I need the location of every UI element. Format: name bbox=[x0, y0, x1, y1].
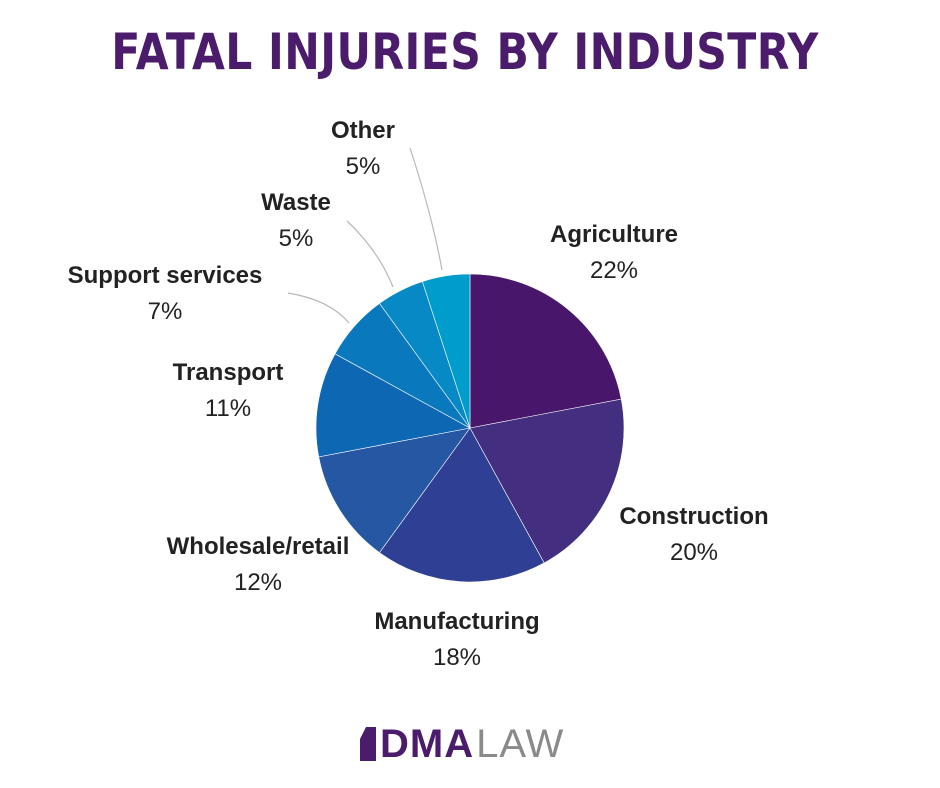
logo-dma-text: DMA bbox=[380, 722, 475, 766]
slice-label: Other 5% bbox=[331, 117, 395, 180]
logo-law-text: LAW bbox=[476, 722, 565, 766]
slice-label-value: 5% bbox=[346, 153, 381, 180]
logo-mark-icon bbox=[360, 727, 376, 761]
leader-line bbox=[287, 292, 350, 324]
pie-slice-manufacturing bbox=[379, 427, 545, 583]
slice-label: Waste 5% bbox=[261, 189, 331, 252]
slice-label-value: 7% bbox=[148, 298, 183, 325]
slice-label-value: 11% bbox=[205, 395, 251, 422]
slice-label-name: Other bbox=[331, 117, 395, 144]
pie-slice-other bbox=[422, 273, 471, 429]
slice-label-name: Agriculture bbox=[550, 221, 678, 248]
pie-slice-construction bbox=[469, 398, 625, 564]
slice-label: Construction 20% bbox=[619, 503, 768, 566]
slice-label: Wholesale/retail 12% bbox=[167, 533, 350, 596]
slice-label: Transport 11% bbox=[173, 359, 284, 422]
slice-labels: Agriculture 22% Construction 20% Manufacturi… bbox=[68, 117, 769, 671]
slice-label-value: 5% bbox=[279, 225, 314, 252]
pie-slices bbox=[315, 273, 625, 583]
dma-law-logo: DMA LAW bbox=[360, 724, 564, 764]
slice-label-value: 22% bbox=[590, 257, 638, 284]
slice-label-name: Construction bbox=[619, 503, 768, 530]
slice-label: Support services 7% bbox=[68, 262, 263, 325]
slice-label-name: Support services bbox=[68, 262, 263, 289]
slice-label-name: Transport bbox=[173, 359, 284, 386]
pie-slice-transport bbox=[315, 353, 471, 458]
pie-slice-wholesale-retail bbox=[318, 427, 471, 554]
slice-label-value: 18% bbox=[433, 644, 481, 671]
slice-label-name: Waste bbox=[261, 189, 331, 216]
leader-line bbox=[346, 220, 394, 288]
slice-label-name: Manufacturing bbox=[374, 608, 539, 635]
slice-label-value: 12% bbox=[234, 569, 282, 596]
pie-slice-agriculture bbox=[469, 273, 622, 429]
slice-label-value: 20% bbox=[670, 539, 718, 566]
slice-label: Manufacturing 18% bbox=[374, 608, 539, 671]
leader-line bbox=[409, 147, 443, 271]
slice-label-name: Wholesale/retail bbox=[167, 533, 350, 560]
slice-label: Agriculture 22% bbox=[550, 221, 678, 284]
chart-title: FATAL INJURIES BY INDUSTRY bbox=[111, 23, 819, 81]
leader-lines bbox=[287, 147, 443, 324]
